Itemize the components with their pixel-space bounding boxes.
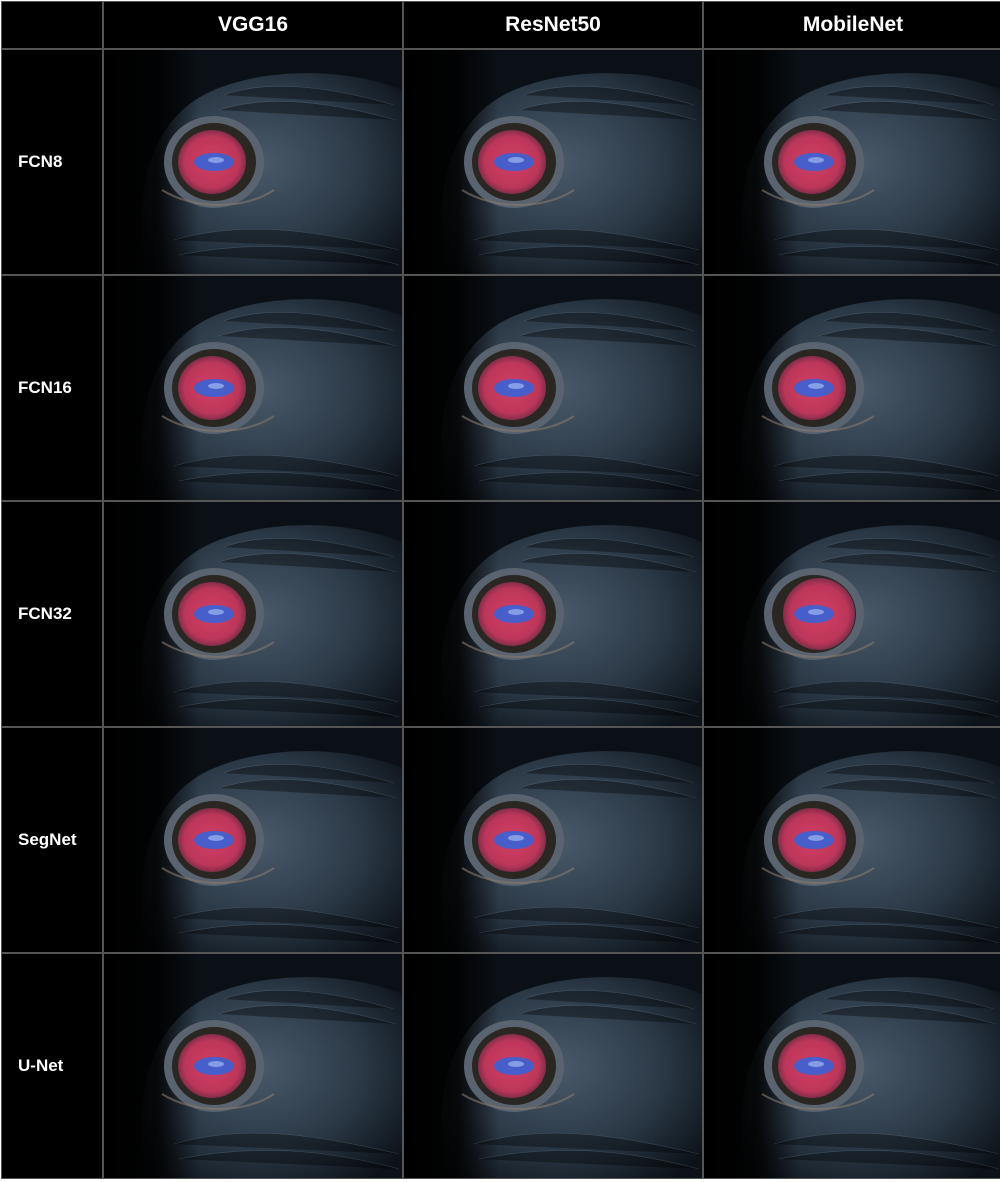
horse-eye-photo [704, 276, 1000, 500]
result-image-u-net-mobilenet [703, 953, 1000, 1179]
horse-eye-photo [104, 728, 402, 952]
result-image-segnet-mobilenet [703, 727, 1000, 953]
result-image-fcn32-mobilenet [703, 501, 1000, 727]
horse-eye-photo [704, 502, 1000, 726]
result-image-fcn16-resnet50 [403, 275, 703, 501]
horse-eye-photo [104, 954, 402, 1178]
row-label-fcn8: FCN8 [1, 49, 103, 275]
result-image-fcn32-vgg16 [103, 501, 403, 727]
horse-eye-photo [404, 276, 702, 500]
column-header-mobilenet: MobileNet [703, 1, 1000, 49]
row-label-segnet: SegNet [1, 727, 103, 953]
result-image-u-net-resnet50 [403, 953, 703, 1179]
result-image-fcn16-vgg16 [103, 275, 403, 501]
row-label-fcn16: FCN16 [1, 275, 103, 501]
result-image-fcn8-resnet50 [403, 49, 703, 275]
row-label-fcn32: FCN32 [1, 501, 103, 727]
horse-eye-photo [404, 954, 702, 1178]
horse-eye-photo [104, 502, 402, 726]
result-image-fcn8-vgg16 [103, 49, 403, 275]
horse-eye-photo [404, 50, 702, 274]
result-image-fcn16-mobilenet [703, 275, 1000, 501]
horse-eye-photo [704, 954, 1000, 1178]
result-image-segnet-vgg16 [103, 727, 403, 953]
column-header-resnet50: ResNet50 [403, 1, 703, 49]
horse-eye-photo [104, 50, 402, 274]
horse-eye-photo [404, 728, 702, 952]
result-image-segnet-resnet50 [403, 727, 703, 953]
horse-eye-photo [704, 50, 1000, 274]
row-label-u-net: U-Net [1, 953, 103, 1179]
result-image-fcn32-resnet50 [403, 501, 703, 727]
result-image-fcn8-mobilenet [703, 49, 1000, 275]
horse-eye-photo [704, 728, 1000, 952]
horse-eye-photo [104, 276, 402, 500]
corner-cell [1, 1, 103, 49]
column-header-vgg16: VGG16 [103, 1, 403, 49]
horse-eye-photo [404, 502, 702, 726]
result-image-u-net-vgg16 [103, 953, 403, 1179]
